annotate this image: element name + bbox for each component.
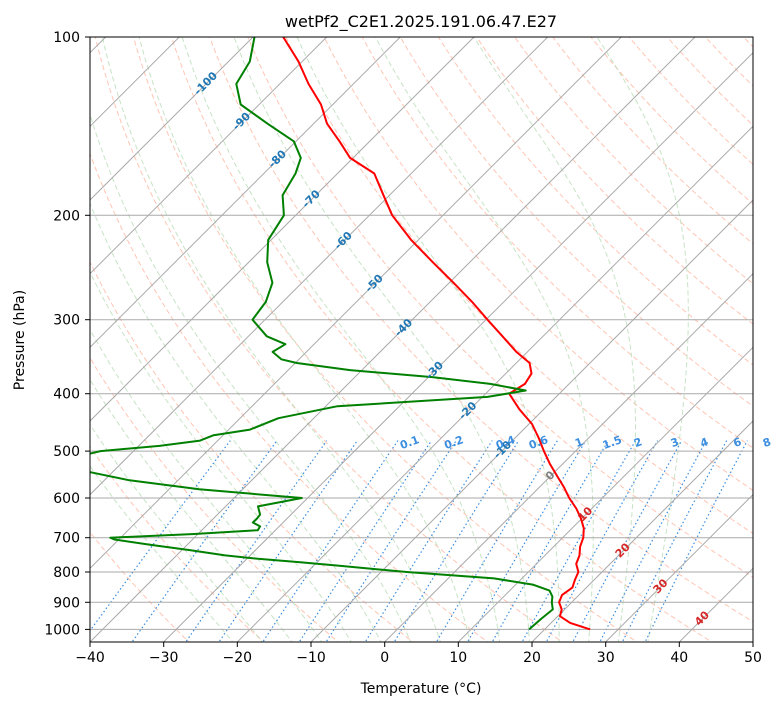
moist-adiabat: [297, 37, 559, 644]
x-tick-label: 20: [523, 650, 541, 666]
grid-lines: [0, 24, 775, 645]
x-axis-label: Temperature (°C): [360, 681, 482, 697]
moist-adiabat: [139, 37, 471, 644]
y-tick-label: 800: [53, 565, 80, 581]
x-tick-label: −40: [75, 650, 105, 666]
isotherm-line: [235, 24, 775, 645]
isotherm-line: [382, 24, 775, 645]
dewpoint-line: [82, 37, 553, 629]
y-axis-label: Pressure (hPa): [12, 290, 28, 390]
mixing-ratio-label: 4: [699, 435, 711, 450]
mixing-ratio-label: 2: [632, 435, 644, 450]
isotherm-line: [751, 24, 775, 645]
isotherm-label: -60: [332, 229, 355, 252]
x-tick-label: 40: [670, 650, 688, 666]
dry-adiabat: [0, 24, 191, 645]
mixing-ratio-line: [435, 441, 557, 645]
mixing-ratio-line: [261, 441, 398, 645]
temperature-line: [283, 37, 590, 629]
moist-adiabat: [102, 37, 441, 644]
profile-lines: [82, 37, 590, 629]
y-tick-label: 100: [53, 30, 80, 46]
isotherm-line: [0, 24, 193, 645]
dry-adiabat: [0, 24, 341, 645]
dry-adiabat: [92, 24, 566, 645]
y-tick-label: 900: [53, 595, 80, 611]
dry-adiabat: [693, 24, 775, 645]
dry-adiabat: [656, 24, 775, 645]
y-tick-label: 1000: [44, 622, 80, 638]
y-tick-label: 700: [53, 531, 80, 547]
moist-adiabat: [474, 37, 636, 644]
moist-adiabat: [597, 37, 688, 644]
x-tick-label: 30: [597, 650, 615, 666]
dry-adiabat: [430, 24, 775, 645]
x-tick-label: −10: [296, 650, 326, 666]
plot-frame: [90, 37, 753, 642]
mixing-ratio-line: [572, 441, 682, 645]
mixing-ratio-line: [393, 441, 519, 645]
dry-adiabat: [0, 24, 266, 645]
x-tick-label: −20: [223, 650, 253, 666]
dry-adiabat: [506, 24, 775, 645]
x-tick-label: 50: [744, 650, 762, 666]
mixing-ratio-line: [364, 441, 492, 645]
mixing-ratio-label: 1.5: [601, 433, 624, 452]
mixing-ratio-line: [521, 441, 636, 645]
mixing-ratio-label: 8: [761, 435, 773, 450]
x-tick-label: 10: [449, 650, 467, 666]
y-tick-label: 500: [53, 444, 80, 460]
mixing-ratio-label: 0.2: [442, 433, 465, 452]
moist-adiabat: [0, 37, 264, 644]
isotherm-line: [0, 24, 266, 645]
moist-adiabat: [18, 37, 352, 644]
isotherm-line: [677, 24, 775, 645]
dry-adiabat: [55, 24, 491, 645]
dry-adiabat: [280, 24, 775, 645]
dry-adiabat: [130, 24, 641, 645]
y-tick-label: 200: [53, 208, 80, 224]
mixing-ratio-label: 1: [573, 435, 585, 450]
background-lines: [0, 24, 775, 645]
mixing-ratio-line: [325, 441, 457, 645]
dry-adiabat: [318, 24, 775, 645]
mixing-ratio-label: 0.1: [398, 433, 421, 452]
dry-adiabat: [769, 24, 775, 645]
mixing-ratio-label: 0.6: [527, 433, 550, 452]
y-tick-label: 300: [53, 313, 80, 329]
mixing-ratio-label: 6: [732, 435, 744, 450]
y-tick-label: 600: [53, 491, 80, 507]
x-tick-label: 0: [380, 650, 389, 666]
isotherm-label: -90: [230, 109, 253, 132]
mixing-ratio-line: [644, 441, 747, 645]
moist-adiabat: [182, 37, 500, 644]
mixing-ratio-line: [184, 441, 327, 645]
dry-adiabat: [355, 24, 775, 645]
mixing-ratio-line: [599, 441, 707, 645]
mixing-ratio-line: [298, 441, 432, 645]
mixing-ratio-line: [80, 441, 230, 645]
isotherm-line: [530, 24, 775, 645]
chart-title: wetPf2_C2E1.2025.191.06.47.E27: [285, 12, 557, 32]
x-tick-label: −30: [149, 650, 179, 666]
dry-adiabat: [243, 24, 775, 645]
isotherm-line: [0, 24, 414, 645]
y-tick-label: 400: [53, 387, 80, 403]
mixing-ratio-line: [621, 441, 727, 645]
dry-adiabat: [581, 24, 775, 645]
dry-adiabat: [17, 24, 416, 645]
